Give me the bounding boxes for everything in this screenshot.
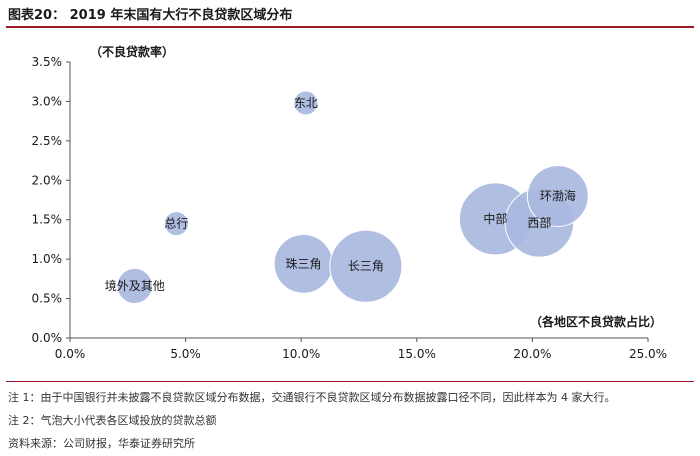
- y-tick-label: 3.5%: [32, 55, 63, 69]
- y-tick-label: 3.0%: [32, 94, 63, 108]
- footnote-1: 注 1：由于中国银行并未披露不良贷款区域分布数据，交通银行不良贷款区域分布数据披…: [8, 391, 616, 404]
- bubble-label: 西部: [527, 215, 551, 230]
- bubble-环渤海: [526, 165, 589, 227]
- bubble-境外及其他: [116, 267, 153, 305]
- bubble-长三角: [329, 229, 403, 303]
- x-tick-label: 20.0%: [513, 347, 551, 361]
- y-tick-label: 1.5%: [32, 213, 63, 227]
- y-tick-label: 1.0%: [32, 252, 63, 266]
- bubble-label: 东北: [294, 96, 318, 110]
- bubble-layer: [116, 90, 589, 305]
- bubble-label: 总行: [164, 217, 188, 231]
- x-tick-label: 10.0%: [282, 347, 320, 361]
- bubble-总行: [163, 211, 189, 237]
- y-axis-label: （不良贷款率）: [90, 44, 174, 59]
- footer-divider: [6, 381, 694, 382]
- y-tick-label: 0.0%: [32, 331, 63, 345]
- title-divider: [6, 26, 694, 28]
- x-axis-label: （各地区不良贷款占比）: [530, 314, 662, 329]
- bubble-label: 境外及其他: [105, 278, 165, 293]
- source-note: 资料来源：公司财报，华泰证券研究所: [8, 437, 195, 450]
- bubble-label: 中部: [483, 211, 507, 226]
- footnote-2: 注 2：气泡大小代表各区域投放的贷款总额: [8, 414, 217, 427]
- axes-layer: 0.0% 0.5% 1.0% 1.5% 2.0% 2.5% 3.0% 3.5% 0.0% 5.0%…: [32, 55, 668, 361]
- x-tick-label: 15.0%: [398, 347, 436, 361]
- y-tick-label: 2.0%: [32, 173, 63, 187]
- bubble-label: 环渤海: [540, 188, 576, 203]
- x-tick-label: 0.0%: [55, 347, 86, 361]
- bubble-label: 珠三角: [286, 257, 322, 271]
- bubble-label: 长三角: [348, 259, 384, 273]
- chart-title: 图表20： 2019 年末国有大行不良贷款区域分布: [8, 8, 293, 23]
- bubble-东北: [293, 90, 319, 116]
- y-tick-label: 0.5%: [32, 292, 63, 306]
- bubble-chart: 0.0% 0.5% 1.0% 1.5% 2.0% 2.5% 3.0% 3.5% 0.0% 5.0%…: [32, 44, 668, 361]
- x-tick-label: 25.0%: [629, 347, 667, 361]
- x-tick-label: 5.0%: [170, 347, 201, 361]
- y-tick-label: 2.5%: [32, 134, 63, 148]
